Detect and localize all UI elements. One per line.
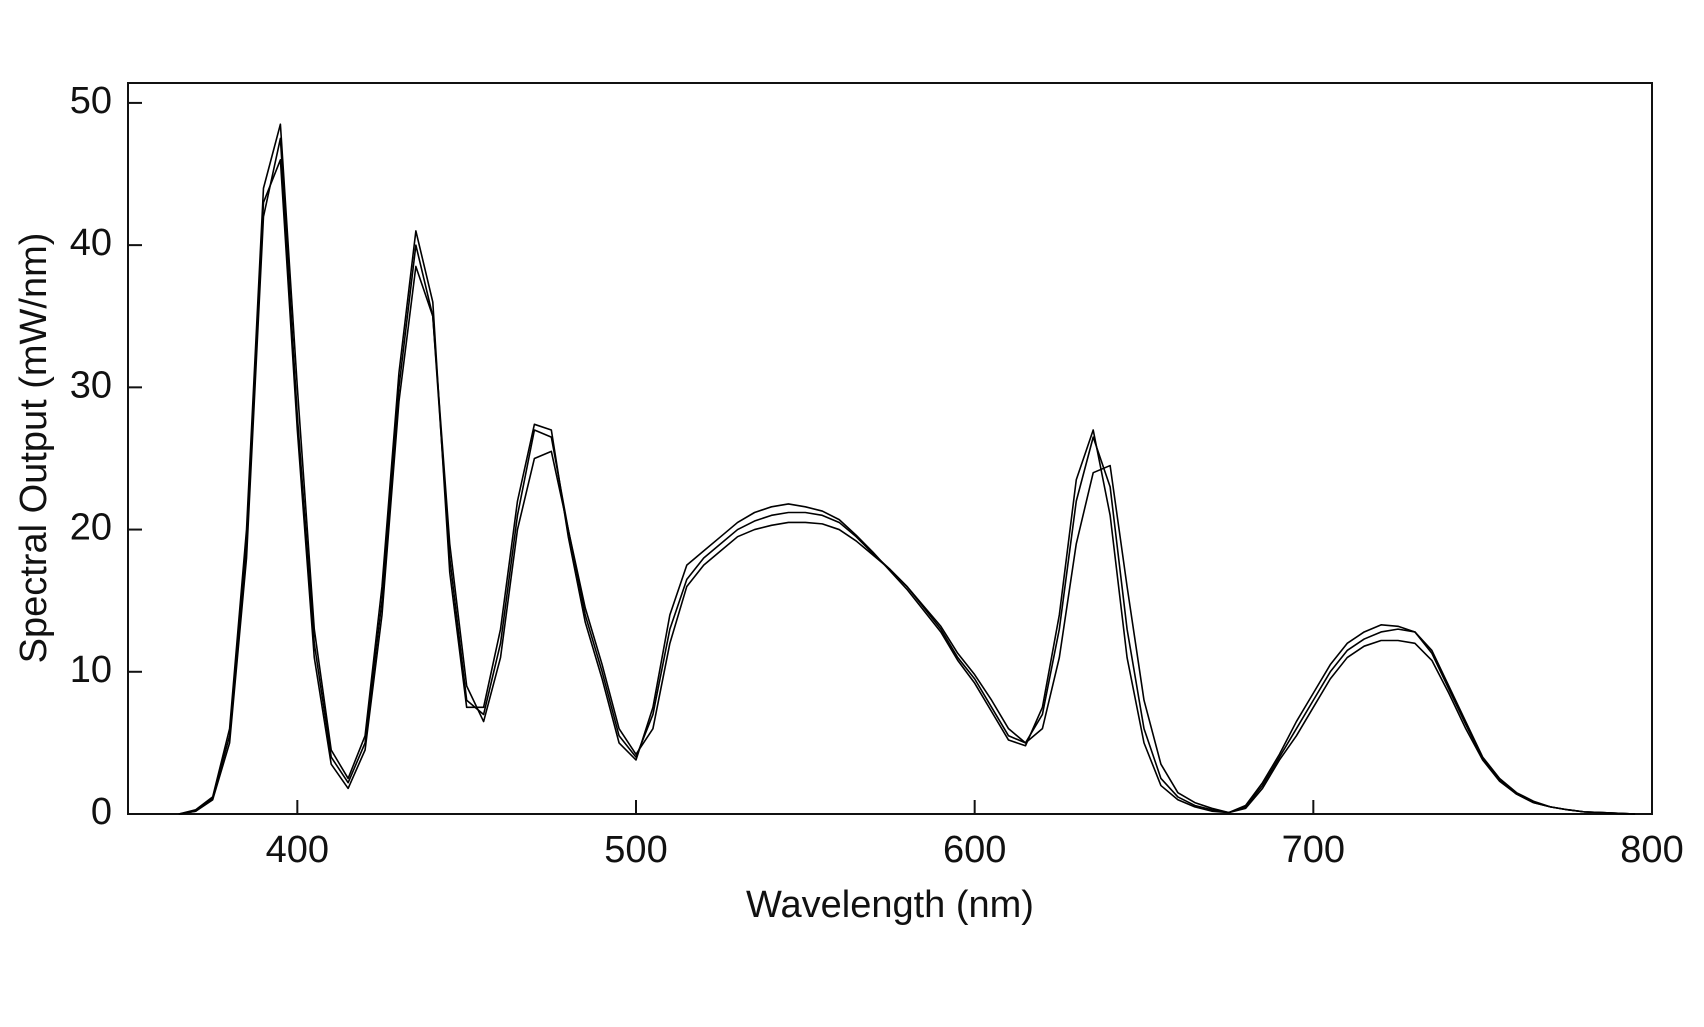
y-tick-label: 20 (70, 507, 112, 549)
y-tick-label: 40 (70, 222, 112, 264)
y-tick-label: 10 (70, 649, 112, 691)
x-axis-label: Wavelength (nm) (746, 884, 1034, 926)
x-tick-label: 400 (266, 829, 329, 871)
y-axis-label: Spectral Output (mW/nm) (13, 233, 55, 664)
spectrum-line (178, 159, 1636, 815)
spectrum-line (178, 123, 1636, 815)
y-tick-label: 30 (70, 364, 112, 406)
x-tick-label: 800 (1620, 829, 1683, 871)
x-tick-label: 700 (1282, 829, 1345, 871)
x-tick-label: 600 (943, 829, 1006, 871)
y-tick-label: 50 (70, 80, 112, 122)
y-tick-label: 0 (91, 791, 112, 833)
x-tick-label: 500 (604, 829, 667, 871)
plot-frame (127, 82, 1653, 815)
spectrum-line (178, 137, 1636, 815)
